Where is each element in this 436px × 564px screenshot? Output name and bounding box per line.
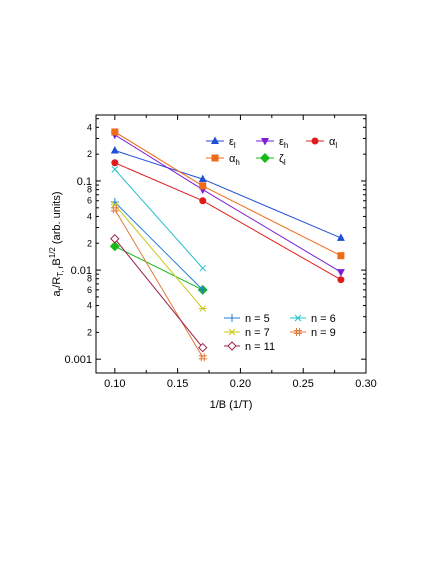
- legend-entry-n9: n = 9: [290, 327, 336, 339]
- data-point: [311, 137, 319, 145]
- data-point: [109, 241, 120, 252]
- series-line: [114, 238, 204, 348]
- legend-entry-n7: n = 7: [224, 327, 270, 339]
- data-point: [198, 342, 208, 353]
- series-n6: [111, 166, 207, 272]
- data-point: [261, 138, 269, 146]
- series-line: [114, 134, 342, 273]
- legend-label: ζl: [279, 153, 286, 167]
- x-tick-label: 0.25: [292, 378, 313, 390]
- data-point: [337, 276, 345, 284]
- legend-label: αl: [329, 136, 337, 150]
- legend-label: εh: [279, 136, 288, 150]
- plot-frame: [95, 114, 367, 374]
- legend-entry-n11: n = 11: [224, 341, 275, 353]
- legend-entry-epsilon_l: εl: [206, 136, 236, 150]
- legend: εl εh αl αh ζl n = 5 n = 6 n = 7 n = 9 n = 11: [206, 136, 337, 353]
- y-minor-tick-label: 2: [87, 327, 92, 337]
- series-n5: [110, 198, 207, 294]
- y-minor-tick-label: 2: [87, 149, 92, 159]
- y-minor-tick-label: 4: [87, 211, 92, 221]
- y-tick-label: 0.001: [64, 354, 92, 366]
- legend-label: αh: [229, 153, 240, 167]
- y-minor-tick-label: 6: [87, 285, 92, 295]
- data-point: [198, 285, 207, 294]
- data-point: [336, 269, 345, 277]
- data-point: [110, 205, 119, 214]
- series-line: [114, 201, 204, 291]
- y-minor-tick-label: 8: [87, 185, 92, 195]
- x-tick-label: 0.20: [230, 378, 251, 390]
- data-point: [199, 182, 207, 190]
- y-minor-tick-label: 4: [87, 122, 92, 132]
- series-epsilon_l: [110, 145, 345, 241]
- legend-label: n = 9: [311, 327, 336, 339]
- data-series: [109, 128, 345, 362]
- x-tick-label: 0.30: [355, 378, 376, 390]
- legend-label: εl: [229, 136, 236, 150]
- legend-entry-alpha_l: αl: [306, 136, 337, 150]
- series-line: [114, 204, 204, 309]
- y-minor-tick-label: 8: [87, 274, 92, 284]
- series-alpha_h: [111, 128, 345, 260]
- series-line: [114, 209, 204, 358]
- data-point: [336, 233, 345, 241]
- series-n7: [110, 201, 207, 312]
- data-point: [111, 128, 119, 136]
- data-point: [110, 233, 120, 244]
- axis-ticks: 0.10 0.15 0.20 0.25 0.300.0010.010.124682468…: [64, 115, 377, 390]
- y-minor-tick-label: 4: [87, 301, 92, 311]
- x-tick-label: 0.15: [167, 378, 188, 390]
- data-point: [110, 145, 119, 154]
- data-point: [294, 314, 302, 322]
- legend-label: n = 7: [245, 327, 270, 339]
- legend-label: n = 6: [311, 313, 336, 325]
- data-point: [199, 264, 207, 272]
- legend-entry-zeta_l: ζl: [256, 153, 286, 167]
- data-point: [199, 197, 207, 205]
- y-tick-label: 0.1: [77, 176, 92, 188]
- series-alpha_l: [111, 159, 345, 284]
- y-tick-label: 0.01: [71, 265, 92, 277]
- legend-label: n = 11: [245, 341, 275, 353]
- legend-entry-n5: n = 5: [224, 313, 270, 325]
- data-point: [198, 305, 207, 312]
- data-point: [198, 353, 207, 362]
- series-line: [114, 169, 204, 269]
- data-point: [198, 174, 207, 183]
- data-point: [211, 136, 219, 144]
- data-point: [227, 341, 237, 351]
- series-line: [114, 150, 342, 239]
- series-n9: [110, 205, 207, 362]
- series-line: [114, 162, 342, 281]
- data-point: [111, 159, 119, 167]
- x-axis-title: 1/B (1/T): [210, 399, 253, 411]
- series-line: [114, 245, 203, 291]
- data-point: [228, 328, 236, 336]
- x-tick-label: 0.10: [104, 378, 125, 390]
- data-point: [260, 153, 270, 163]
- data-point: [228, 314, 236, 322]
- y-minor-tick-label: 2: [87, 238, 92, 248]
- data-point: [294, 328, 302, 336]
- legend-orders: n = 5 n = 6 n = 7 n = 9 n = 11: [224, 313, 336, 353]
- series-n11: [110, 233, 208, 353]
- legend-entry-n6: n = 6: [290, 313, 336, 325]
- series-line: [114, 131, 342, 257]
- data-point: [211, 154, 219, 162]
- y-axis-title: ar/RT, rB1/2 (arb. units): [48, 191, 65, 296]
- data-point: [337, 252, 345, 260]
- data-point: [111, 166, 119, 173]
- legend-label: n = 5: [245, 313, 270, 325]
- legend-entry-alpha_h: αh: [206, 153, 240, 167]
- series-zeta_l: [109, 241, 208, 295]
- y-minor-tick-label: 6: [87, 196, 92, 206]
- legend-entry-epsilon_h: εh: [256, 136, 288, 150]
- legend-markers-main: εl εh αl αh ζl: [206, 136, 337, 167]
